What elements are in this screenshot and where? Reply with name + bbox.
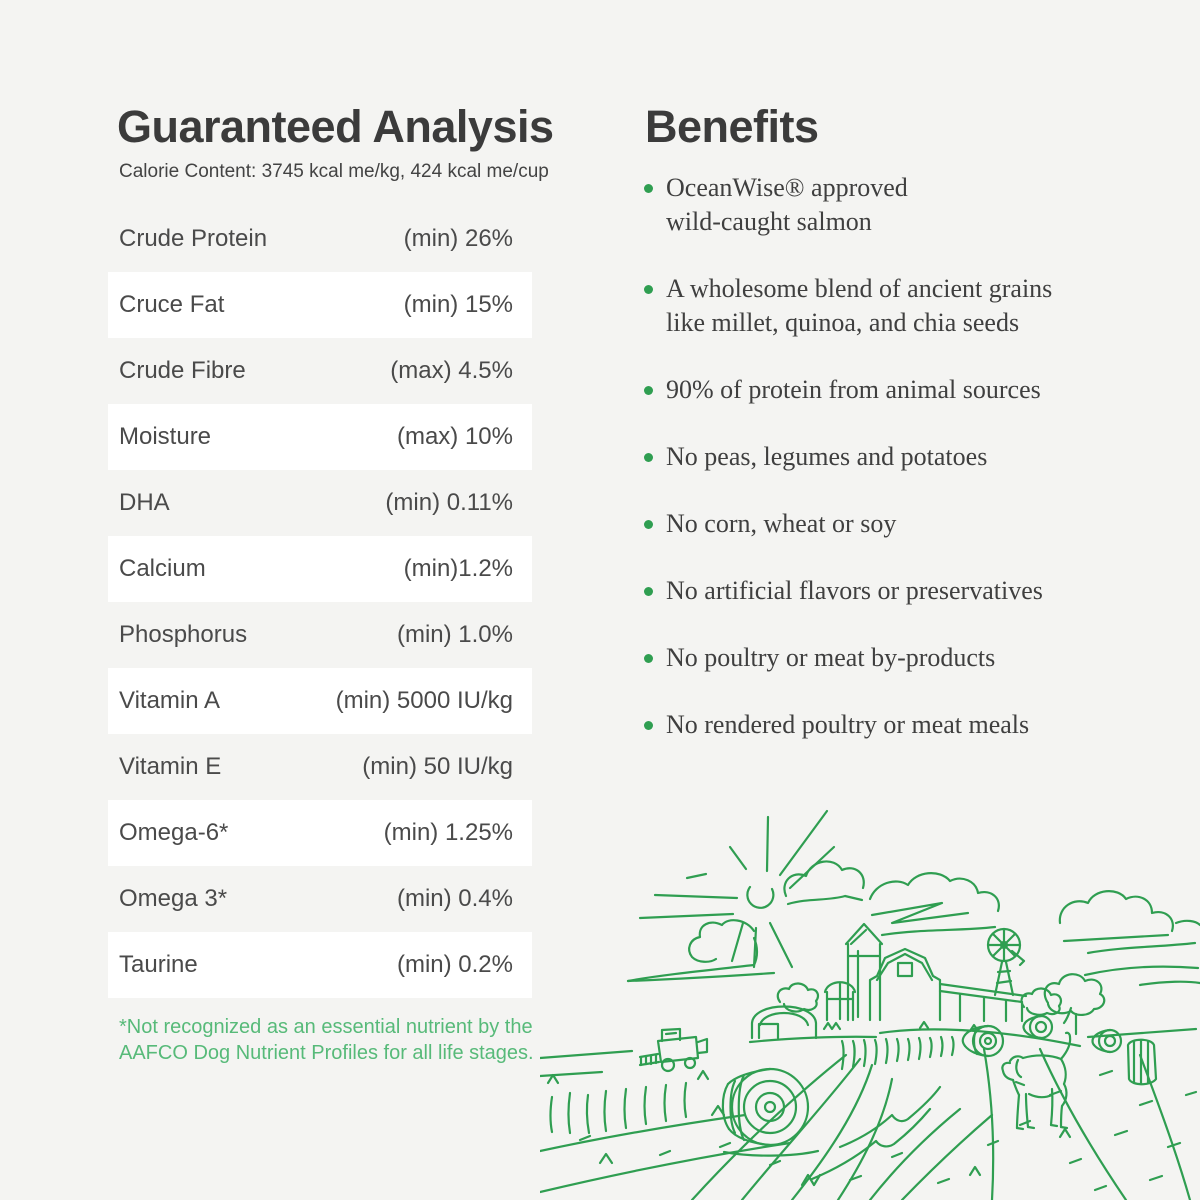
table-row: Phosphorus (min) 1.0% [108,602,532,668]
nutrient-label: Crude Fibre [119,357,246,384]
benefit-text: No corn, wheat or soy [666,509,897,538]
nutrient-value: (min) 0.4% [396,885,513,912]
benefit-item: OceanWise® approved wild-caught salmon [644,171,1114,239]
dog-icon [1001,1031,1072,1131]
table-row: Moisture (max) 10% [108,404,532,470]
benefit-item: No corn, wheat or soy [644,507,1114,541]
table-row: Omega-6* (min) 1.25% [108,800,532,866]
table-row: Crude Protein (min) 26% [108,206,532,272]
benefit-item: 90% of protein from animal sources [644,373,1114,407]
bullet-icon [644,520,653,529]
combine-harvester-icon [638,1027,709,1073]
table-row: Vitamin E (min) 50 IU/kg [108,734,532,800]
bullet-icon [644,184,653,193]
nutrient-value: (min) 15% [403,291,513,318]
bullet-icon [644,721,653,730]
bullet-icon [644,285,653,294]
benefits-title: Benefits [645,101,819,152]
bullet-icon [644,587,653,596]
nutrient-value: (min) 50 IU/kg [362,753,513,780]
calorie-content-subtitle: Calorie Content: 3745 kcal me/kg, 424 kc… [119,161,549,182]
table-row: Cruce Fat (min) 15% [108,272,532,338]
benefit-text: No peas, legumes and potatoes [666,442,988,471]
guaranteed-analysis-table: Crude Protein (min) 26% Cruce Fat (min) 15… [108,206,532,998]
nutrient-label: Vitamin E [119,753,222,780]
nutrient-label: Omega-6* [119,819,229,846]
bullet-icon [644,386,653,395]
bullet-icon [644,654,653,663]
bullet-icon [644,453,653,462]
nutrient-value: (min) 26% [403,225,513,252]
benefit-item: No artificial flavors or preservatives [644,574,1114,608]
table-row: Omega 3* (min) 0.4% [108,866,532,932]
hay-bales [721,1014,1158,1157]
nutrient-value: (min) 5000 IU/kg [335,687,513,714]
nutrient-value: (min)1.2% [403,555,513,582]
benefit-text: No poultry or meat by-products [666,643,996,672]
nutrient-label: Calcium [119,555,206,582]
nutrient-label: Vitamin A [119,687,220,714]
benefit-item: No peas, legumes and potatoes [644,440,1114,474]
nutrient-value: (min) 1.0% [396,621,513,648]
benefit-item: No poultry or meat by-products [644,641,1114,675]
farm-illustration [540,795,1200,1200]
nutrient-label: Crude Protein [119,225,268,252]
nutrient-value: (max) 10% [396,423,513,450]
aafco-footnote: *Not recognized as an essential nutrient… [119,1016,534,1064]
benefit-text: No rendered poultry or meat meals [666,710,1030,739]
nutrient-label: DHA [119,489,170,516]
benefit-text: A wholesome blend of ancient grains like… [666,274,1053,337]
benefit-text: OceanWise® approved wild-caught salmon [666,173,908,236]
benefit-item: No rendered poultry or meat meals [644,708,1114,742]
table-row: Crude Fibre (max) 4.5% [108,338,532,404]
table-row: Taurine (min) 0.2% [108,932,532,998]
nutrient-value: (max) 4.5% [390,357,513,384]
table-row: DHA (min) 0.11% [108,470,532,536]
benefit-text: 90% of protein from animal sources [666,375,1041,404]
table-row: Vitamin A (min) 5000 IU/kg [108,668,532,734]
nutrient-label: Moisture [119,423,212,450]
benefits-list: OceanWise® approved wild-caught salmon A… [644,171,1114,775]
farm-buildings [748,922,1200,1048]
nutrient-label: Taurine [119,951,198,978]
benefit-item: A wholesome blend of ancient grains like… [644,272,1114,340]
field-lines [540,1027,1198,1200]
nutrient-label: Omega 3* [119,885,228,912]
guaranteed-analysis-title: Guaranteed Analysis [117,101,554,152]
nutrient-value: (min) 1.25% [383,819,513,846]
nutrient-label: Phosphorus [119,621,248,648]
nutrient-value: (min) 0.11% [385,489,513,516]
clouds [626,860,1200,983]
nutrient-label: Cruce Fat [119,291,225,318]
table-row: Calcium (min)1.2% [108,536,532,602]
sun-icon [638,809,836,969]
benefit-text: No artificial flavors or preservatives [666,576,1043,605]
nutrient-value: (min) 0.2% [396,951,513,978]
